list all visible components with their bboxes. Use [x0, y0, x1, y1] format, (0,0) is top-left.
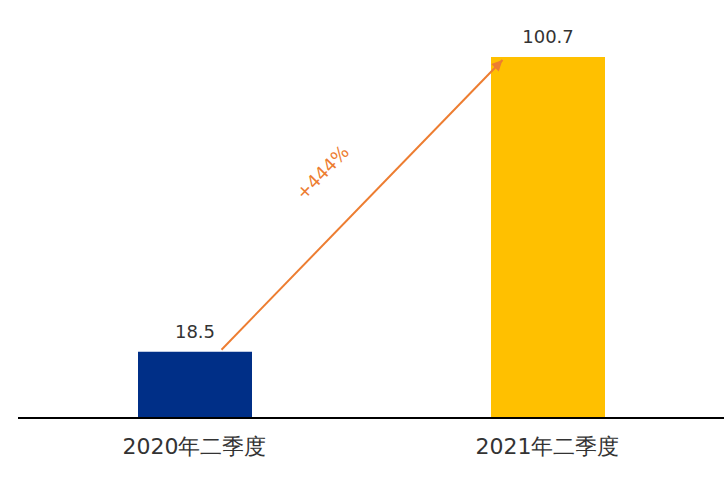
svg-text:100.7: 100.7 — [522, 26, 574, 47]
svg-text:+444%: +444% — [292, 141, 353, 203]
svg-text:2020年二季度: 2020年二季度 — [123, 434, 267, 459]
svg-text:2021年二季度: 2021年二季度 — [476, 434, 620, 459]
svg-text:18.5: 18.5 — [175, 321, 215, 342]
